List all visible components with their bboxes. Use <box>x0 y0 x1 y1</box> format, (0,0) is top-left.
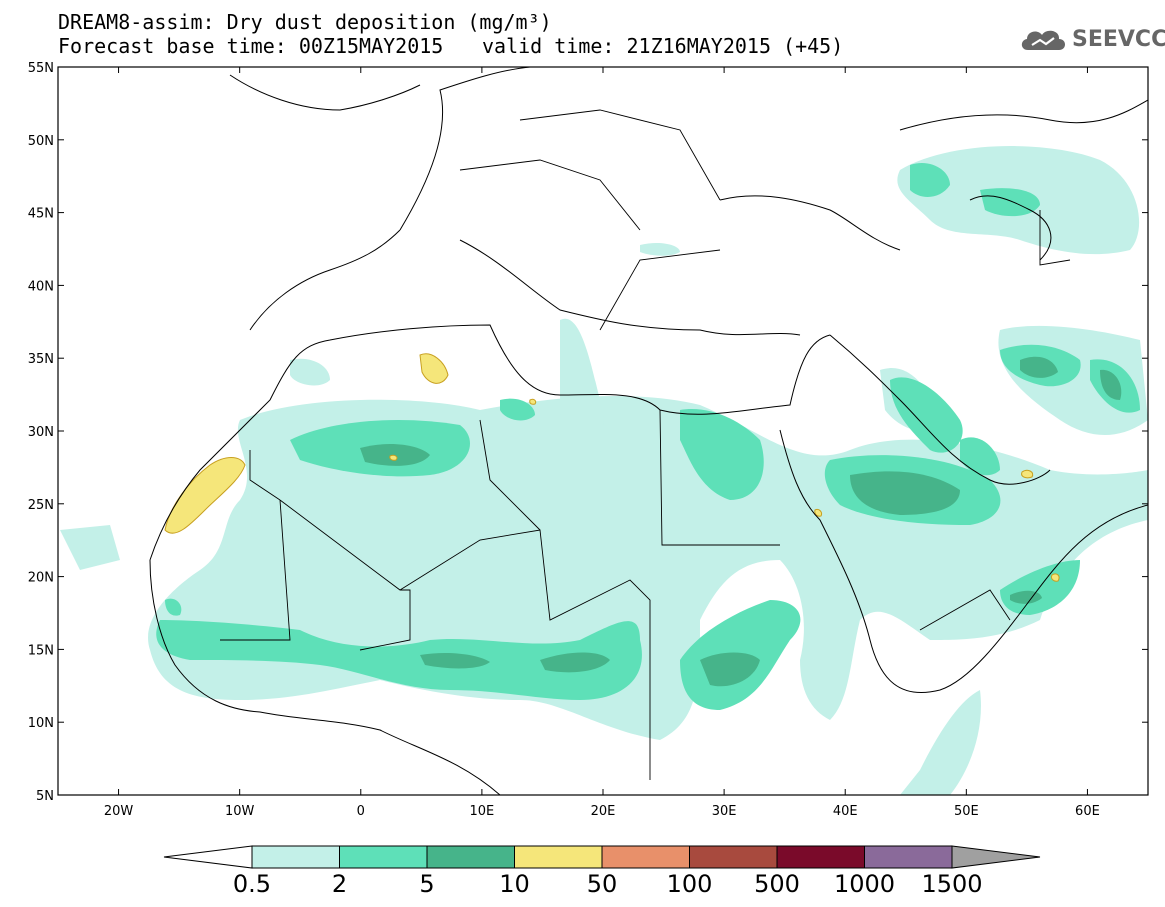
lon-tick-label: 30E <box>712 804 737 819</box>
colorbar-label: 10 <box>499 870 530 898</box>
colorbar-swatch <box>339 845 428 869</box>
lat-tick-label: 10N <box>28 716 54 731</box>
lat-tick-label: 35N <box>28 352 54 367</box>
lon-tick-label: 20W <box>104 804 134 819</box>
colorbar-swatch <box>776 845 865 869</box>
lat-tick-label: 25N <box>28 498 54 513</box>
forecast-base-time: Forecast base time: 00Z15MAY2015 <box>58 34 444 58</box>
colorbar-label: 5 <box>419 870 434 898</box>
lat-tick-label: 30N <box>28 425 54 440</box>
lat-tick-label: 5N <box>36 789 54 804</box>
colorbar-label: 500 <box>754 870 800 898</box>
longitude-axis: 20W 10W 0 10E 20E 30E 40E 50E 60E <box>104 67 1100 819</box>
lon-tick-label: 20E <box>591 804 616 819</box>
lat-tick-label: 55N <box>28 61 54 76</box>
valid-time: valid time: 21Z16MAY2015 (+45) <box>482 34 844 58</box>
colorbar-swatch <box>514 845 603 869</box>
lon-tick-label: 60E <box>1075 804 1100 819</box>
lat-tick-label: 40N <box>28 279 54 294</box>
lat-tick-label: 20N <box>28 571 54 586</box>
latitude-axis: 55N 50N 45N 40N 35N 30N 25N 20N 15N 10N 5N <box>28 61 1148 804</box>
colorbar-swatch <box>689 845 778 869</box>
country-borders <box>220 109 1071 780</box>
colorbar-under-triangle <box>163 845 253 869</box>
colorbar-swatch <box>426 845 515 869</box>
colorbar-swatch <box>864 845 953 869</box>
map-title: DREAM8-assim: Dry dust deposition (mg/m³… <box>58 10 552 34</box>
dust-level-5 <box>360 356 1122 687</box>
lon-tick-label: 10E <box>470 804 495 819</box>
colorbar-over-triangle <box>951 845 1041 869</box>
colorbar-label: 100 <box>667 870 713 898</box>
colorbar-swatch <box>601 845 690 869</box>
lon-tick-label: 10W <box>225 804 255 819</box>
colorbar-swatch <box>251 845 340 869</box>
colorbar: 0.5 2 5 10 50 100 500 1000 1500 <box>163 845 1041 898</box>
cloud-icon <box>1021 30 1065 50</box>
lon-tick-label: 0 <box>357 804 365 819</box>
lon-tick-label: 50E <box>954 804 979 819</box>
colorbar-label: 50 <box>587 870 618 898</box>
lat-tick-label: 15N <box>28 643 54 658</box>
lat-tick-label: 45N <box>28 207 54 222</box>
colorbar-label: 0.5 <box>233 870 271 898</box>
colorbar-label: 2 <box>332 870 347 898</box>
coastlines <box>149 67 1148 795</box>
lat-tick-label: 50N <box>28 134 54 149</box>
seevccc-logo: SEEVCCC <box>1018 26 1165 52</box>
colorbar-label: 1000 <box>834 870 895 898</box>
logo-text: SEEVCCC <box>1072 26 1165 52</box>
colorbar-label: 1500 <box>921 870 982 898</box>
lon-tick-label: 40E <box>833 804 858 819</box>
dust-field <box>58 67 1148 795</box>
